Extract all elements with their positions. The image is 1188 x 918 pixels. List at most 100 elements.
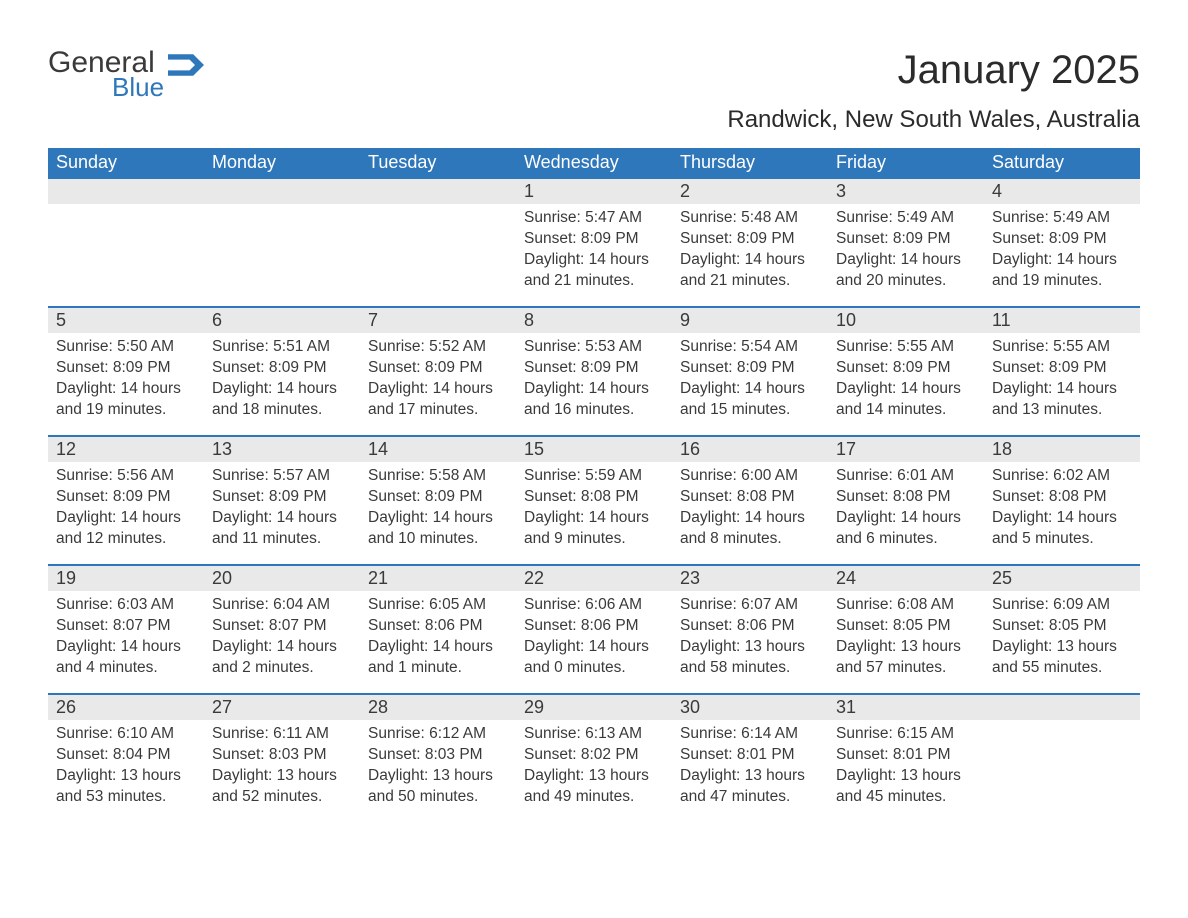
day-body: Sunrise: 5:51 AMSunset: 8:09 PMDaylight:…	[204, 333, 360, 427]
sunset-text: Sunset: 8:07 PM	[212, 616, 352, 637]
day-number: 25	[984, 566, 1140, 591]
daylight-text: Daylight: 14 hours and 5 minutes.	[992, 508, 1132, 550]
day-number: 23	[672, 566, 828, 591]
daylight-text: Daylight: 14 hours and 15 minutes.	[680, 379, 820, 421]
day-number: 9	[672, 308, 828, 333]
sunset-text: Sunset: 8:05 PM	[836, 616, 976, 637]
weekday-header: Saturday	[984, 148, 1140, 179]
day-body: Sunrise: 6:00 AMSunset: 8:08 PMDaylight:…	[672, 462, 828, 556]
day-number	[204, 179, 360, 204]
daylight-text: Daylight: 14 hours and 6 minutes.	[836, 508, 976, 550]
day-number	[984, 695, 1140, 720]
day-body: Sunrise: 6:06 AMSunset: 8:06 PMDaylight:…	[516, 591, 672, 685]
day-number: 28	[360, 695, 516, 720]
day-cell: 8Sunrise: 5:53 AMSunset: 8:09 PMDaylight…	[516, 308, 672, 436]
daylight-text: Daylight: 13 hours and 52 minutes.	[212, 766, 352, 808]
page-subtitle: Randwick, New South Wales, Australia	[48, 106, 1140, 134]
day-cell	[984, 695, 1140, 823]
day-number: 19	[48, 566, 204, 591]
sunrise-text: Sunrise: 6:07 AM	[680, 595, 820, 616]
daylight-text: Daylight: 13 hours and 58 minutes.	[680, 637, 820, 679]
week-row: 26Sunrise: 6:10 AMSunset: 8:04 PMDayligh…	[48, 695, 1140, 823]
sunset-text: Sunset: 8:05 PM	[992, 616, 1132, 637]
day-number: 7	[360, 308, 516, 333]
day-cell: 9Sunrise: 5:54 AMSunset: 8:09 PMDaylight…	[672, 308, 828, 436]
daylight-text: Daylight: 14 hours and 21 minutes.	[524, 250, 664, 292]
day-cell: 26Sunrise: 6:10 AMSunset: 8:04 PMDayligh…	[48, 695, 204, 823]
day-cell: 2Sunrise: 5:48 AMSunset: 8:09 PMDaylight…	[672, 179, 828, 307]
day-body: Sunrise: 6:09 AMSunset: 8:05 PMDaylight:…	[984, 591, 1140, 685]
sunset-text: Sunset: 8:09 PM	[836, 358, 976, 379]
sunrise-text: Sunrise: 6:02 AM	[992, 466, 1132, 487]
sunrise-text: Sunrise: 6:00 AM	[680, 466, 820, 487]
daylight-text: Daylight: 13 hours and 53 minutes.	[56, 766, 196, 808]
logo-blue: Blue	[112, 74, 164, 100]
sunrise-text: Sunrise: 6:08 AM	[836, 595, 976, 616]
day-number: 13	[204, 437, 360, 462]
day-number: 18	[984, 437, 1140, 462]
sunrise-text: Sunrise: 6:09 AM	[992, 595, 1132, 616]
logo: General Blue	[48, 48, 204, 100]
day-number: 1	[516, 179, 672, 204]
day-body: Sunrise: 5:59 AMSunset: 8:08 PMDaylight:…	[516, 462, 672, 556]
day-body: Sunrise: 5:48 AMSunset: 8:09 PMDaylight:…	[672, 204, 828, 298]
day-cell: 28Sunrise: 6:12 AMSunset: 8:03 PMDayligh…	[360, 695, 516, 823]
day-cell: 15Sunrise: 5:59 AMSunset: 8:08 PMDayligh…	[516, 437, 672, 565]
day-body: Sunrise: 6:03 AMSunset: 8:07 PMDaylight:…	[48, 591, 204, 685]
weekday-header: Friday	[828, 148, 984, 179]
daylight-text: Daylight: 14 hours and 19 minutes.	[992, 250, 1132, 292]
sunrise-text: Sunrise: 5:51 AM	[212, 337, 352, 358]
sunrise-text: Sunrise: 5:48 AM	[680, 208, 820, 229]
daylight-text: Daylight: 14 hours and 1 minute.	[368, 637, 508, 679]
day-body	[360, 204, 516, 214]
day-body: Sunrise: 6:07 AMSunset: 8:06 PMDaylight:…	[672, 591, 828, 685]
day-number: 20	[204, 566, 360, 591]
day-cell: 24Sunrise: 6:08 AMSunset: 8:05 PMDayligh…	[828, 566, 984, 694]
day-cell: 31Sunrise: 6:15 AMSunset: 8:01 PMDayligh…	[828, 695, 984, 823]
daylight-text: Daylight: 14 hours and 20 minutes.	[836, 250, 976, 292]
daylight-text: Daylight: 14 hours and 9 minutes.	[524, 508, 664, 550]
day-number: 17	[828, 437, 984, 462]
day-body	[204, 204, 360, 214]
sunrise-text: Sunrise: 5:56 AM	[56, 466, 196, 487]
day-number: 2	[672, 179, 828, 204]
daylight-text: Daylight: 14 hours and 4 minutes.	[56, 637, 196, 679]
sunrise-text: Sunrise: 5:49 AM	[836, 208, 976, 229]
sunrise-text: Sunrise: 6:01 AM	[836, 466, 976, 487]
day-body: Sunrise: 5:56 AMSunset: 8:09 PMDaylight:…	[48, 462, 204, 556]
day-cell: 27Sunrise: 6:11 AMSunset: 8:03 PMDayligh…	[204, 695, 360, 823]
daylight-text: Daylight: 14 hours and 13 minutes.	[992, 379, 1132, 421]
page-title: January 2025	[898, 48, 1140, 93]
sunset-text: Sunset: 8:09 PM	[212, 487, 352, 508]
day-cell	[48, 179, 204, 307]
daylight-text: Daylight: 13 hours and 45 minutes.	[836, 766, 976, 808]
day-number: 3	[828, 179, 984, 204]
day-cell: 3Sunrise: 5:49 AMSunset: 8:09 PMDaylight…	[828, 179, 984, 307]
sunset-text: Sunset: 8:09 PM	[680, 229, 820, 250]
day-body: Sunrise: 5:57 AMSunset: 8:09 PMDaylight:…	[204, 462, 360, 556]
logo-text: General Blue	[48, 48, 164, 100]
day-number: 30	[672, 695, 828, 720]
sunrise-text: Sunrise: 6:03 AM	[56, 595, 196, 616]
day-body: Sunrise: 6:08 AMSunset: 8:05 PMDaylight:…	[828, 591, 984, 685]
sunrise-text: Sunrise: 5:50 AM	[56, 337, 196, 358]
day-body: Sunrise: 5:49 AMSunset: 8:09 PMDaylight:…	[984, 204, 1140, 298]
day-number: 15	[516, 437, 672, 462]
daylight-text: Daylight: 14 hours and 8 minutes.	[680, 508, 820, 550]
day-body: Sunrise: 6:10 AMSunset: 8:04 PMDaylight:…	[48, 720, 204, 814]
day-cell: 21Sunrise: 6:05 AMSunset: 8:06 PMDayligh…	[360, 566, 516, 694]
sunset-text: Sunset: 8:09 PM	[368, 358, 508, 379]
day-number: 12	[48, 437, 204, 462]
daylight-text: Daylight: 13 hours and 47 minutes.	[680, 766, 820, 808]
day-body: Sunrise: 5:53 AMSunset: 8:09 PMDaylight:…	[516, 333, 672, 427]
day-number: 10	[828, 308, 984, 333]
weekday-header-row: Sunday Monday Tuesday Wednesday Thursday…	[48, 148, 1140, 179]
day-cell	[360, 179, 516, 307]
sunset-text: Sunset: 8:06 PM	[680, 616, 820, 637]
day-body: Sunrise: 5:50 AMSunset: 8:09 PMDaylight:…	[48, 333, 204, 427]
sunset-text: Sunset: 8:09 PM	[992, 229, 1132, 250]
daylight-text: Daylight: 14 hours and 16 minutes.	[524, 379, 664, 421]
day-cell: 20Sunrise: 6:04 AMSunset: 8:07 PMDayligh…	[204, 566, 360, 694]
daylight-text: Daylight: 13 hours and 50 minutes.	[368, 766, 508, 808]
sunrise-text: Sunrise: 6:04 AM	[212, 595, 352, 616]
